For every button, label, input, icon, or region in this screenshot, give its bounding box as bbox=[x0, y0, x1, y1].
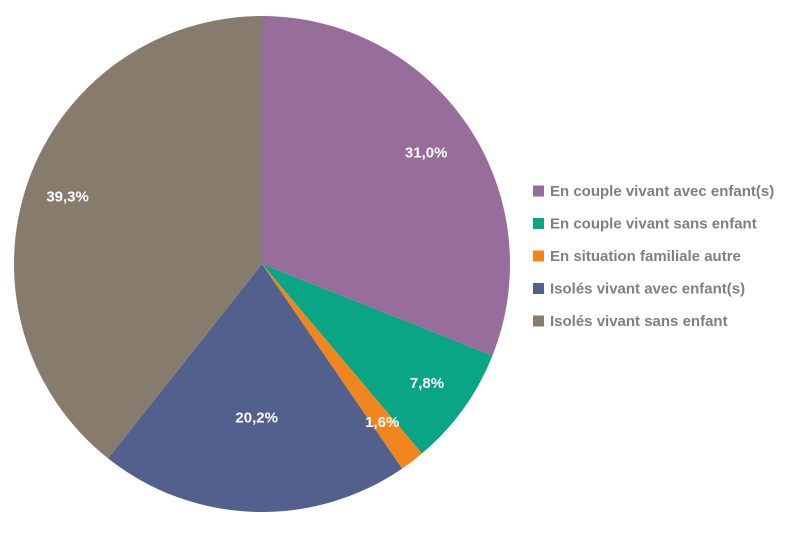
pie-slice-4 bbox=[108, 264, 403, 512]
pie-slices bbox=[13, 16, 510, 512]
slice-value-label-1: 31,0% bbox=[405, 145, 448, 162]
legend-label-5: Isolés vivant sans enfant bbox=[550, 313, 728, 330]
legend-label-4: Isolés vivant avec enfant(s) bbox=[550, 281, 745, 298]
legend-swatch-2 bbox=[533, 218, 544, 229]
pie-slice-1 bbox=[262, 16, 510, 356]
legend-swatch-3 bbox=[533, 250, 544, 262]
slice-labels: 31,0% 7,8% 1,6% 20,2% 39,3% bbox=[46, 145, 447, 431]
legend-label-2: En couple vivant sans enfant bbox=[550, 216, 757, 233]
slice-value-label-5: 39,3% bbox=[46, 188, 89, 205]
pie-slice-3 bbox=[262, 264, 423, 469]
slice-value-label-4: 20,2% bbox=[235, 410, 278, 427]
pie-slice-2 bbox=[262, 264, 493, 454]
legend-label-3: En situation familiale autre bbox=[550, 248, 741, 265]
legend-label-1: En couple vivant avec enfant(s) bbox=[550, 183, 774, 200]
legend-swatch-4 bbox=[533, 283, 544, 294]
slice-value-label-2: 7,8% bbox=[410, 375, 444, 392]
pie-slice-5 bbox=[13, 16, 262, 459]
legend-swatch-5 bbox=[533, 315, 544, 327]
slice-value-label-3: 1,6% bbox=[365, 414, 399, 431]
legend: En couple vivant avec enfant(s) En couple… bbox=[533, 183, 774, 330]
legend-swatch-1 bbox=[533, 185, 544, 197]
